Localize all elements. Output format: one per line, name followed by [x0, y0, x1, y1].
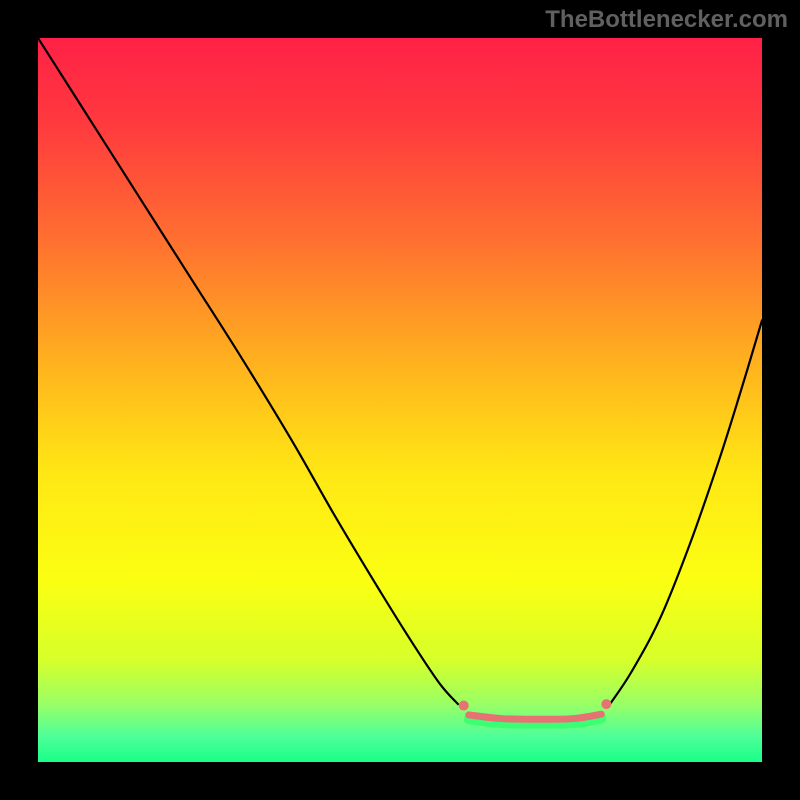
chart-svg-canvas — [38, 38, 762, 762]
watermark-text: TheBottlenecker.com — [545, 6, 788, 34]
band-cap-left — [459, 701, 469, 711]
bottleneck-chart — [38, 38, 762, 762]
gradient-background — [38, 38, 762, 762]
band-cap-right — [601, 699, 611, 709]
